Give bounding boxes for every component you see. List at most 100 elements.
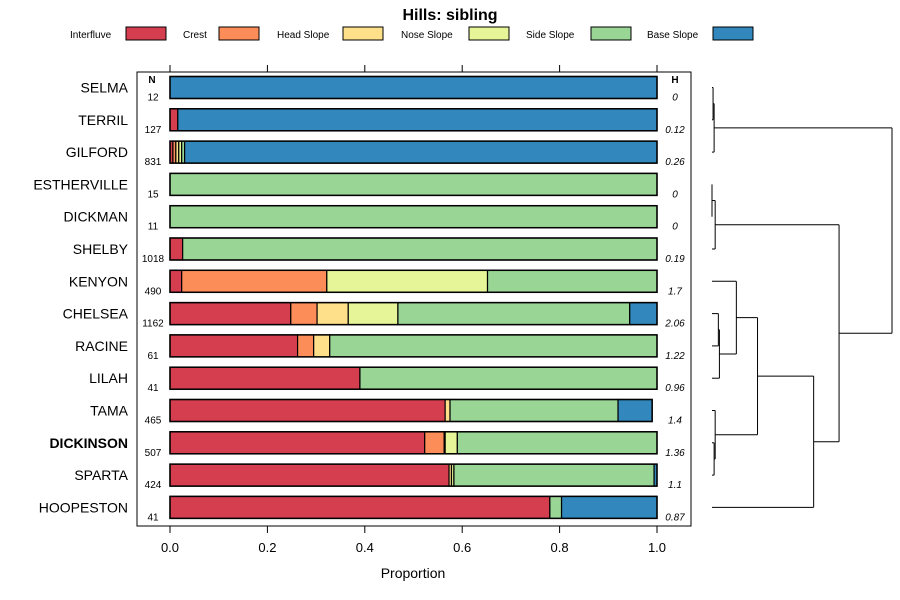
bar-segment-interfluve <box>169 495 551 519</box>
bar-outline <box>169 366 658 390</box>
row-label: SPARTA <box>74 467 128 483</box>
row-n: 12 <box>147 93 159 104</box>
bar-outline <box>169 334 658 358</box>
legend-label-3: Nose Slope <box>401 30 453 41</box>
bar-segment-crest <box>296 334 315 358</box>
row-sparta: SPARTA 424 1.1 <box>74 463 682 491</box>
row-n: 61 <box>147 351 159 362</box>
row-label: LILAH <box>89 370 128 386</box>
bar-outline <box>169 463 658 487</box>
row-label: DICKINSON <box>49 435 128 451</box>
row-h: 1.1 <box>668 480 682 491</box>
bar-outline <box>169 431 658 455</box>
legend-swatch-2 <box>342 26 384 41</box>
x-tick-label: 0.4 <box>356 540 374 555</box>
x-tick-label: 0.0 <box>161 540 179 555</box>
bar-outline <box>169 204 658 229</box>
bar-segment-base-slope <box>560 495 658 519</box>
bar-segment-base-slope <box>617 398 653 423</box>
legend-swatch-0 <box>125 26 167 41</box>
x-axis: 0.0 0.2 0.4 0.6 0.8 1.0 <box>161 526 666 555</box>
row-h: 1.36 <box>665 448 685 459</box>
x-tick-label: 0.2 <box>258 540 276 555</box>
legend-label-0: Interfluve <box>70 30 112 41</box>
legend-swatch-4 <box>590 26 632 41</box>
row-selma: SELMA 12 0 <box>81 75 678 104</box>
row-label: TAMA <box>90 403 129 419</box>
row-dickinson: DICKINSON 507 1.36 <box>49 431 685 459</box>
row-label: SELMA <box>81 80 129 96</box>
bar-segment-head-slope <box>313 334 331 358</box>
row-label: RACINE <box>75 338 128 354</box>
row-h: 0.87 <box>665 512 685 523</box>
row-dickman: DICKMAN 11 0 <box>63 204 678 233</box>
row-n: 831 <box>145 157 162 168</box>
row-n: 465 <box>145 416 162 427</box>
row-n: 41 <box>147 383 159 394</box>
row-n: 15 <box>147 189 159 200</box>
bar-segment-interfluve <box>169 269 183 293</box>
bar-segment-side-slope <box>397 302 631 326</box>
row-racine: RACINE 61 1.22 <box>75 334 685 362</box>
dendrogram <box>711 87 893 508</box>
bar-segment-interfluve <box>169 302 292 326</box>
bar-segment-head-slope <box>444 398 451 423</box>
bar-segment-nose-slope <box>347 302 399 326</box>
bar-segment-interfluve <box>169 398 446 423</box>
row-hoopeston: HOOPESTON 41 0.87 <box>39 495 685 523</box>
bar-segment-crest <box>181 269 328 293</box>
row-label: CHELSEA <box>63 306 129 322</box>
bar-segment-interfluve <box>169 431 426 455</box>
bar-outline <box>169 269 658 294</box>
row-n: 1018 <box>142 254 165 265</box>
row-n: 41 <box>147 512 159 523</box>
row-lilah: LILAH 41 0.96 <box>89 366 685 394</box>
rows: SELMA 12 0 TERRIL 127 0.12 GILFORD 831 0.26 ESTHE… <box>33 75 685 523</box>
row-n: 490 <box>145 286 162 297</box>
bar-segment-base-slope <box>177 108 658 132</box>
bar-outline <box>169 398 653 423</box>
bar-segment-side-slope <box>359 366 658 390</box>
bar-outline <box>169 172 658 197</box>
legend-swatch-3 <box>468 26 510 41</box>
legend-label-2: Head Slope <box>277 30 330 41</box>
bar-segment-base-slope <box>184 140 658 164</box>
row-n: 1162 <box>142 319 164 330</box>
plot-frame <box>136 71 692 527</box>
x-tick-label: 1.0 <box>648 540 666 555</box>
chart-title: Hills: sibling <box>402 7 497 24</box>
row-label: KENYON <box>69 273 128 289</box>
bar-segment-nose-slope <box>326 269 489 293</box>
row-n: 507 <box>145 448 162 459</box>
row-h: 1.7 <box>668 286 682 297</box>
row-gilford: GILFORD 831 0.26 <box>66 140 685 168</box>
bar-segment-interfluve <box>169 334 299 358</box>
bar-segment-side-slope <box>486 269 658 293</box>
bar-segment-interfluve <box>169 366 361 390</box>
row-terril: TERRIL 127 0.12 <box>78 108 685 136</box>
row-n: 127 <box>145 125 162 136</box>
row-label: ESTHERVILLE <box>33 176 128 192</box>
row-label: GILFORD <box>66 144 128 160</box>
bar-outline <box>169 75 658 100</box>
bar-segment-side-slope <box>449 398 619 423</box>
bar-segment-side-slope <box>456 431 658 455</box>
row-shelby: SHELBY 1018 0.19 <box>73 237 685 265</box>
bar-segment-side-slope <box>169 205 658 229</box>
x-axis-title: Proportion <box>381 565 446 581</box>
x-tick-label: 0.8 <box>551 540 569 555</box>
legend-label-5: Base Slope <box>647 30 699 41</box>
bar-segment-base-slope <box>169 75 658 100</box>
bar-segment-interfluve <box>169 108 179 132</box>
row-chelsea: CHELSEA 1162 2.06 <box>63 301 685 330</box>
row-tama: TAMA 465 1.4 <box>90 398 682 427</box>
h-column-header: H <box>671 75 678 86</box>
row-h: 2.06 <box>664 319 685 330</box>
legend-swatch-1 <box>218 26 260 41</box>
bar-outline <box>169 140 658 164</box>
bar-outline <box>169 495 658 520</box>
bar-segment-side-slope <box>329 334 658 358</box>
top-ticks <box>169 65 658 72</box>
row-h: 0.96 <box>665 383 685 394</box>
